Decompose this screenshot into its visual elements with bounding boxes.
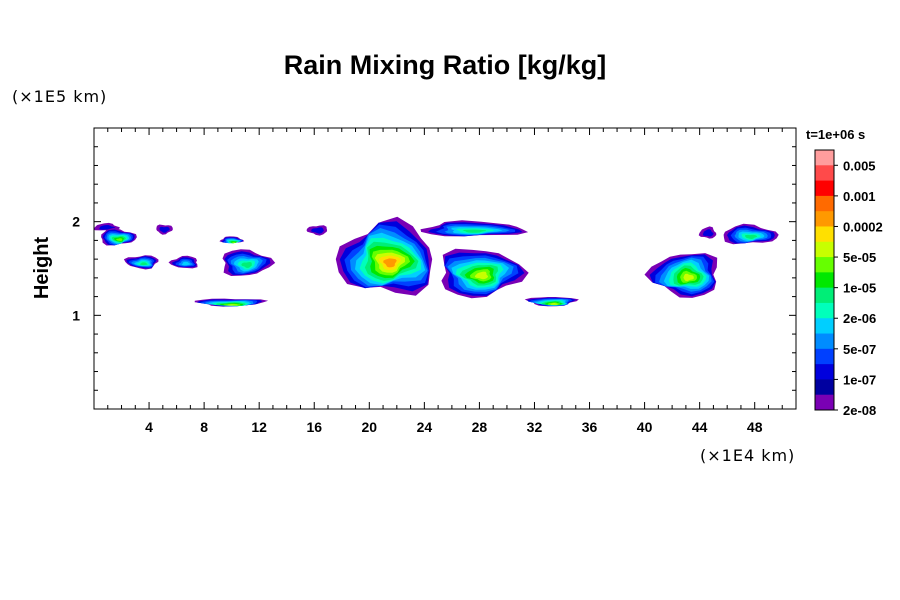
rain-cell [441, 248, 529, 299]
colorbar-label: 1e-05 [843, 281, 876, 296]
x-unit-label: (×1E4 km) [700, 446, 795, 465]
colorbar-label: 5e-05 [843, 250, 876, 265]
colorbar-swatch [815, 364, 834, 380]
rain-cell [420, 220, 529, 237]
x-tick-label: 20 [362, 419, 378, 435]
colorbar-swatch [815, 272, 834, 289]
rain-cell [644, 253, 718, 298]
colorbar-label: 0.0002 [843, 219, 883, 234]
colorbar-label: 5e-07 [843, 342, 876, 357]
rain-cell [194, 298, 269, 307]
y-unit-label: (×1E5 km) [12, 87, 107, 106]
rain-cell [723, 223, 779, 245]
rain-cell [335, 216, 433, 296]
colorbar-swatch [815, 333, 834, 350]
rain-cell [219, 236, 245, 244]
rain-contour [241, 262, 252, 268]
x-tick-label: 16 [306, 419, 322, 435]
rain-contour [550, 303, 558, 305]
rain-contour [311, 227, 324, 234]
rain-cell [156, 224, 173, 235]
colorbar-swatch [815, 257, 834, 273]
rain-cell [222, 249, 276, 276]
colorbar-swatch [815, 180, 834, 197]
x-tick-label: 4 [145, 419, 153, 435]
rain-cell [123, 255, 159, 270]
colorbar-frame [814, 149, 835, 411]
rain-field [94, 216, 779, 307]
colorbar-swatch [815, 150, 834, 166]
y-axis: 12 [72, 146, 796, 391]
colorbar-swatch [815, 302, 834, 319]
rain-contour [116, 238, 123, 241]
rain-cell [698, 226, 717, 239]
rain-contour [139, 262, 148, 266]
colorbar-label: 1e-07 [843, 372, 876, 387]
colorbar-label: 2e-08 [843, 403, 876, 418]
rain-contour [99, 225, 116, 230]
colorbar-swatch [815, 394, 834, 411]
colorbar-swatch [815, 318, 834, 335]
colorbar-swatch [815, 211, 834, 227]
x-tick-label: 48 [747, 419, 763, 435]
colorbar-swatch [815, 287, 834, 304]
plot-frame [93, 127, 797, 410]
rain-contour [462, 229, 487, 233]
rain-contour [231, 242, 236, 244]
x-tick-label: 36 [582, 419, 598, 435]
colorbar-label: 2e-06 [843, 311, 876, 326]
y-tick-label: 1 [72, 307, 80, 323]
x-tick-label: 12 [251, 419, 267, 435]
colorbar-swatch [815, 241, 834, 258]
x-tick-label: 44 [692, 419, 708, 435]
y-axis-label: Height [31, 237, 53, 300]
rain-contour [383, 258, 397, 268]
colorbar-swatch [815, 195, 834, 212]
x-tick-label: 8 [200, 419, 208, 435]
rain-cell [524, 297, 579, 307]
x-tick-label: 24 [417, 419, 433, 435]
colorbar-swatch [815, 379, 834, 396]
y-tick-label: 2 [72, 214, 80, 230]
colorbar-swatch [815, 348, 834, 365]
colorbar-time-label: t=1e+06 s [806, 127, 865, 142]
rain-contour [702, 229, 714, 237]
chart-title: Rain Mixing Ratio [kg/kg] [284, 50, 607, 80]
rain-contour [227, 304, 239, 306]
colorbar-label: 0.005 [843, 158, 876, 173]
x-axis: 4 8 12 16 20 24 28 32 36 40 44 48 [107, 128, 783, 435]
rain-contour [181, 261, 191, 266]
rain-cell [101, 227, 137, 246]
colorbar-swatch [815, 226, 834, 243]
rain-contour [474, 271, 489, 280]
rain-contour [159, 226, 170, 233]
x-tick-label: 28 [472, 419, 488, 435]
rain-contour [744, 234, 758, 239]
rain-contour [683, 273, 694, 282]
rain-cell [306, 225, 328, 236]
x-tick-label: 40 [637, 419, 653, 435]
rain-cell [168, 255, 198, 269]
x-tick-label: 32 [527, 419, 543, 435]
colorbar-swatch [815, 165, 834, 182]
colorbar-label: 0.001 [843, 189, 876, 204]
colorbar: 0.005 0.001 0.0002 5e-05 1e-05 2e-06 5e-07 1e-0… [814, 149, 883, 418]
